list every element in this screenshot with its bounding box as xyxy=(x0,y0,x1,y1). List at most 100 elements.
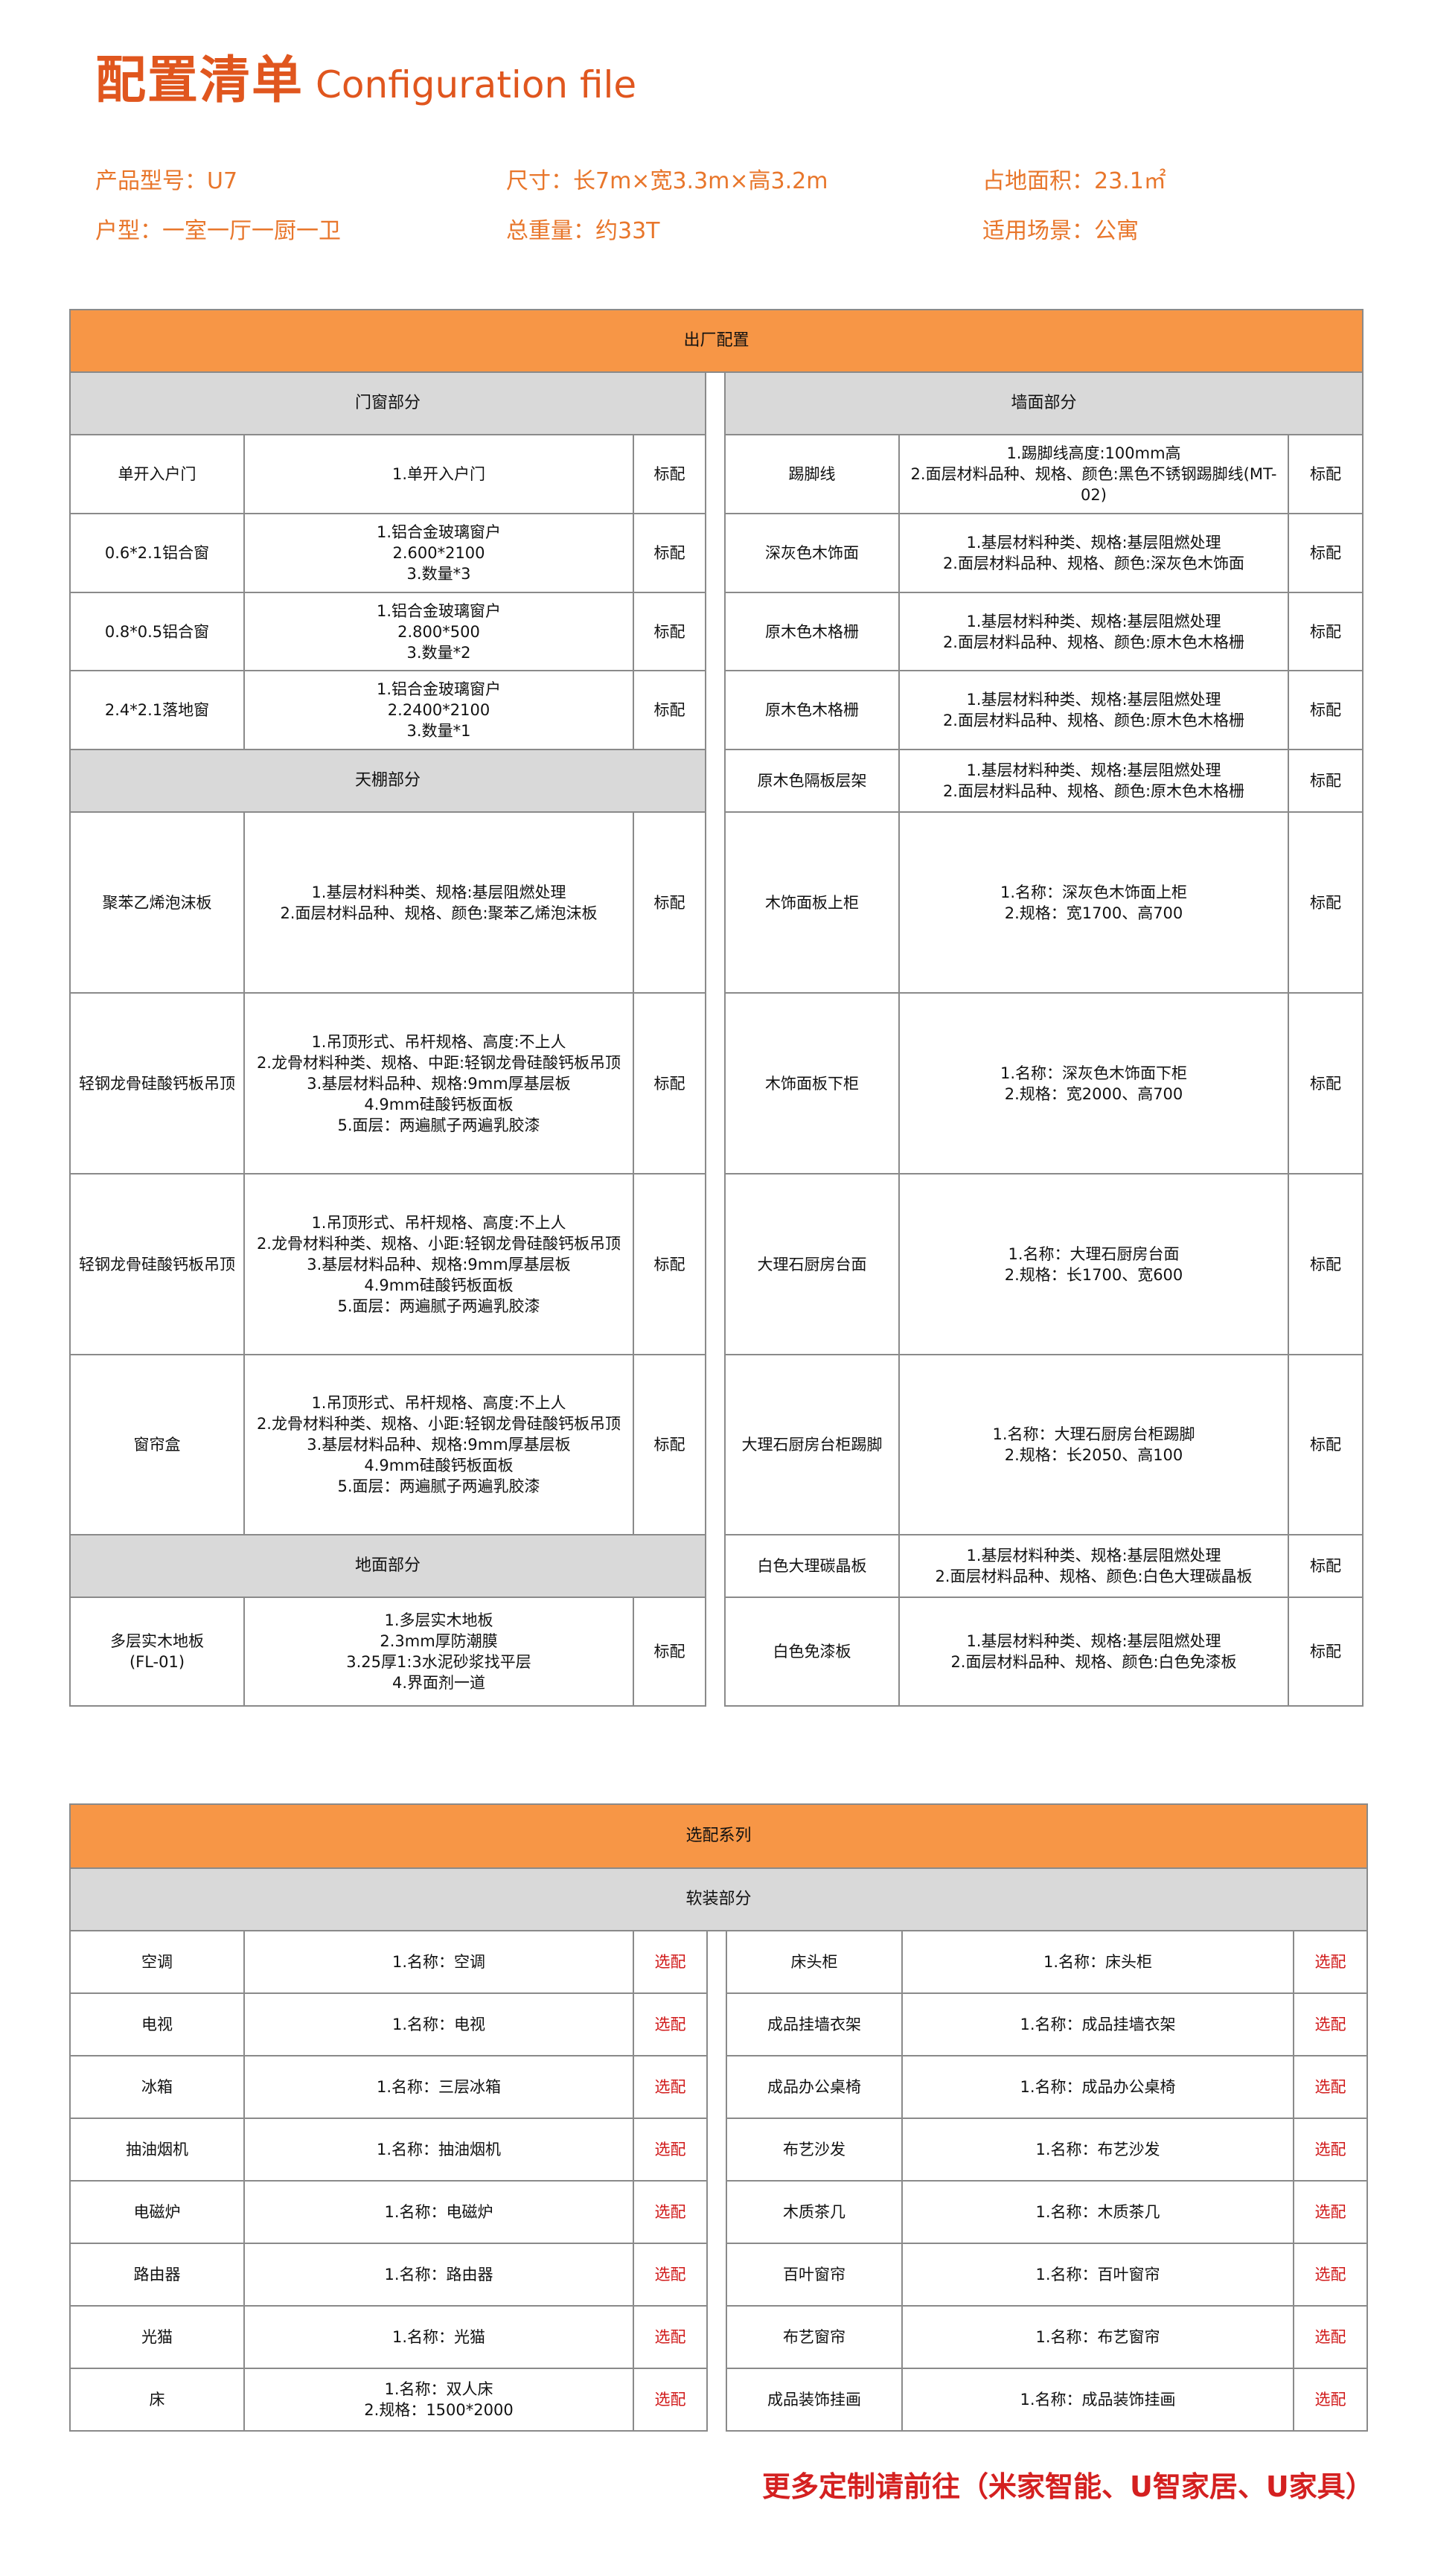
item-description: 1.名称：路由器 xyxy=(243,2243,634,2307)
table-row: 光猫 1.名称：光猫 选配 布艺窗帘 1.名称：布艺窗帘 选配 xyxy=(69,2305,1369,2369)
column-gap xyxy=(706,1931,727,1993)
item-name: 原木色木格栅 xyxy=(724,592,900,671)
item-name: 冰箱 xyxy=(69,2055,245,2119)
column-gap xyxy=(706,1993,727,2056)
subsection-header: 天棚部分 xyxy=(69,749,706,813)
item-name: 木质茶几 xyxy=(726,2180,903,2244)
description-line: 1.基层材料种类、规格:基层阻燃处理 xyxy=(966,761,1221,779)
description-line: 2.面层材料品种、规格、颜色:原木色木格栅 xyxy=(942,712,1245,729)
item-tag: 选配 xyxy=(1292,2305,1369,2369)
item-name: 路由器 xyxy=(69,2243,245,2307)
description-line: 1.名称：深灰色木饰面下柜 xyxy=(1000,1064,1188,1082)
item-description: 1.铝合金玻璃窗户 2.2400*2100 3.数量*1 xyxy=(243,670,634,750)
description-line: 2.龙骨材料种类、规格、小距:轻钢龙骨硅酸钙板吊顶 xyxy=(256,1234,621,1253)
description-line: 2.800*500 xyxy=(397,622,480,641)
item-tag: 标配 xyxy=(633,992,706,1174)
description-line: 1.多层实木地板 xyxy=(384,1611,493,1629)
description-line: 2.规格：长2050、高100 xyxy=(1004,1446,1183,1464)
description-line: 4.界面剂一道 xyxy=(391,1674,486,1692)
table-row: 2.4*2.1落地窗 1.铝合金玻璃窗户 2.2400*2100 3.数量*1 标配 原木… xyxy=(69,670,1364,750)
item-description: 1.名称：百叶窗帘 xyxy=(901,2243,1294,2307)
item-name: 单开入户门 xyxy=(69,434,245,514)
item-description: 1.单开入户门 xyxy=(243,434,634,514)
item-name: 0.6*2.1铝合窗 xyxy=(69,513,245,593)
item-tag: 选配 xyxy=(1292,2055,1369,2119)
item-name: 白色大理碳晶板 xyxy=(724,1534,900,1598)
description-line: 2.规格：长1700、宽600 xyxy=(1004,1265,1183,1284)
item-description: 1.名称：大理石厨房台柜踢脚 2.规格：长2050、高100 xyxy=(898,1354,1289,1535)
description-line: 1.铝合金玻璃窗户 xyxy=(376,680,502,698)
info-weight: 总重量：约33T xyxy=(506,218,660,244)
item-tag: 选配 xyxy=(633,1992,708,2056)
item-name: 聚苯乙烯泡沫板 xyxy=(69,811,245,994)
description-line: 2.龙骨材料种类、规格、小距:轻钢龙骨硅酸钙板吊顶 xyxy=(256,1415,621,1433)
description-line: 1.基层材料种类、规格:基层阻燃处理 xyxy=(966,612,1221,630)
soft-furnishing-header: 软装部分 xyxy=(68,1867,1369,1931)
item-description: 1.名称：成品装饰挂画 xyxy=(901,2368,1294,2432)
item-tag: 选配 xyxy=(633,2118,708,2182)
description-line: 1.基层材料种类、规格:基层阻燃处理 xyxy=(311,883,566,901)
description-line: 4.9mm硅酸钙板面板 xyxy=(364,1276,514,1294)
description-line: 3.25厚1:3水泥砂浆找平层 xyxy=(346,1653,531,1671)
item-tag: 选配 xyxy=(633,2055,708,2119)
item-description: 1.名称：空调 xyxy=(243,1930,634,1994)
item-name: 电磁炉 xyxy=(69,2180,245,2244)
description-line: 5.面层：两遍腻子两遍乳胶漆 xyxy=(337,1477,540,1495)
item-tag: 标配 xyxy=(633,513,706,593)
item-name: 床 xyxy=(69,2368,245,2432)
column-gap xyxy=(706,372,725,435)
table-row: 抽油烟机 1.名称：抽油烟机 选配 布艺沙发 1.名称：布艺沙发 选配 xyxy=(69,2118,1369,2182)
table-row: 电磁炉 1.名称：电磁炉 选配 木质茶几 1.名称：木质茶几 选配 xyxy=(69,2180,1369,2244)
item-tag: 标配 xyxy=(1287,1597,1364,1707)
table-row: 空调 1.名称：空调 选配 床头柜 1.名称：床头柜 选配 xyxy=(69,1930,1369,1994)
item-name: 木饰面板上柜 xyxy=(724,811,900,994)
description-line: 1.名称：床头柜 xyxy=(1043,1953,1153,1971)
description-line: 2.面层材料品种、规格、颜色:黑色不锈钢踢脚线(MT-02) xyxy=(910,465,1277,504)
item-tag: 标配 xyxy=(633,811,706,994)
item-description: 1.名称：木质茶几 xyxy=(901,2180,1294,2244)
subsection-header: 门窗部分 xyxy=(69,371,706,435)
description-line: 1.名称：大理石厨房台柜踢脚 xyxy=(992,1425,1195,1443)
item-tag: 选配 xyxy=(1292,2180,1369,2244)
subsection-header: 地面部分 xyxy=(69,1534,706,1598)
info-scene: 适用场景：公寓 xyxy=(982,218,1139,244)
description-line: 3.数量*3 xyxy=(406,565,471,583)
table-row: 电视 1.名称：电视 选配 成品挂墙衣架 1.名称：成品挂墙衣架 选配 xyxy=(69,1992,1369,2056)
item-description: 1.名称：布艺沙发 xyxy=(901,2118,1294,2182)
column-gap xyxy=(706,1174,725,1355)
item-tag: 选配 xyxy=(633,2180,708,2244)
table-row: 轻钢龙骨硅酸钙板吊顶 1.吊顶形式、吊杆规格、高度:不上人 2.龙骨材料种类、规格、… xyxy=(69,1173,1364,1355)
description-line: 1.基层材料种类、规格:基层阻燃处理 xyxy=(966,1632,1221,1650)
item-tag: 选配 xyxy=(633,2368,708,2432)
item-description: 1.吊顶形式、吊杆规格、高度:不上人 2.龙骨材料种类、规格、小距:轻钢龙骨硅酸钙… xyxy=(243,1173,634,1355)
description-line: 1.名称：布艺沙发 xyxy=(1035,2141,1160,2158)
column-gap xyxy=(706,514,725,592)
description-line: 1.名称：抽油烟机 xyxy=(376,2141,502,2158)
table-row: 轻钢龙骨硅酸钙板吊顶 1.吊顶形式、吊杆规格、高度:不上人 2.龙骨材料种类、规格、… xyxy=(69,992,1364,1174)
item-tag: 选配 xyxy=(1292,1992,1369,2056)
description-line: 1.单开入户门 xyxy=(391,465,486,483)
column-gap xyxy=(706,592,725,671)
table-row: 多层实木地板 (FL-01) 1.多层实木地板 2.3mm厚防潮膜 3.25厚1:3水… xyxy=(69,1597,1364,1707)
item-tag: 标配 xyxy=(633,1173,706,1355)
item-name: 百叶窗帘 xyxy=(726,2243,903,2307)
item-description: 1.名称：床头柜 xyxy=(901,1930,1294,1994)
item-name: 电视 xyxy=(69,1992,245,2056)
column-gap xyxy=(706,2243,727,2306)
item-description: 1.基层材料种类、规格:基层阻燃处理 2.面层材料品种、规格、颜色:白色免漆板 xyxy=(898,1597,1289,1707)
column-gap xyxy=(706,2118,727,2181)
item-description: 1.名称：光猫 xyxy=(243,2305,634,2369)
item-tag: 标配 xyxy=(1287,992,1364,1174)
description-line: 1.名称：木质茶几 xyxy=(1035,2203,1160,2221)
description-line: 1.名称：百叶窗帘 xyxy=(1035,2266,1160,2283)
description-line: 3.基层材料品种、规格:9mm厚基层板 xyxy=(307,1255,571,1273)
description-line: 1.名称：成品装饰挂画 xyxy=(1020,2391,1176,2409)
column-gap xyxy=(706,2056,727,2118)
item-description: 1.名称：电视 xyxy=(243,1992,634,2056)
description-line: 1.名称：成品办公桌椅 xyxy=(1020,2078,1176,2096)
description-line: 1.铝合金玻璃窗户 xyxy=(376,601,502,620)
item-tag: 选配 xyxy=(633,1930,708,1994)
item-tag: 标配 xyxy=(1287,1354,1364,1535)
item-description: 1.名称：双人床 2.规格：1500*2000 xyxy=(243,2368,634,2432)
item-name: 成品办公桌椅 xyxy=(726,2055,903,2119)
